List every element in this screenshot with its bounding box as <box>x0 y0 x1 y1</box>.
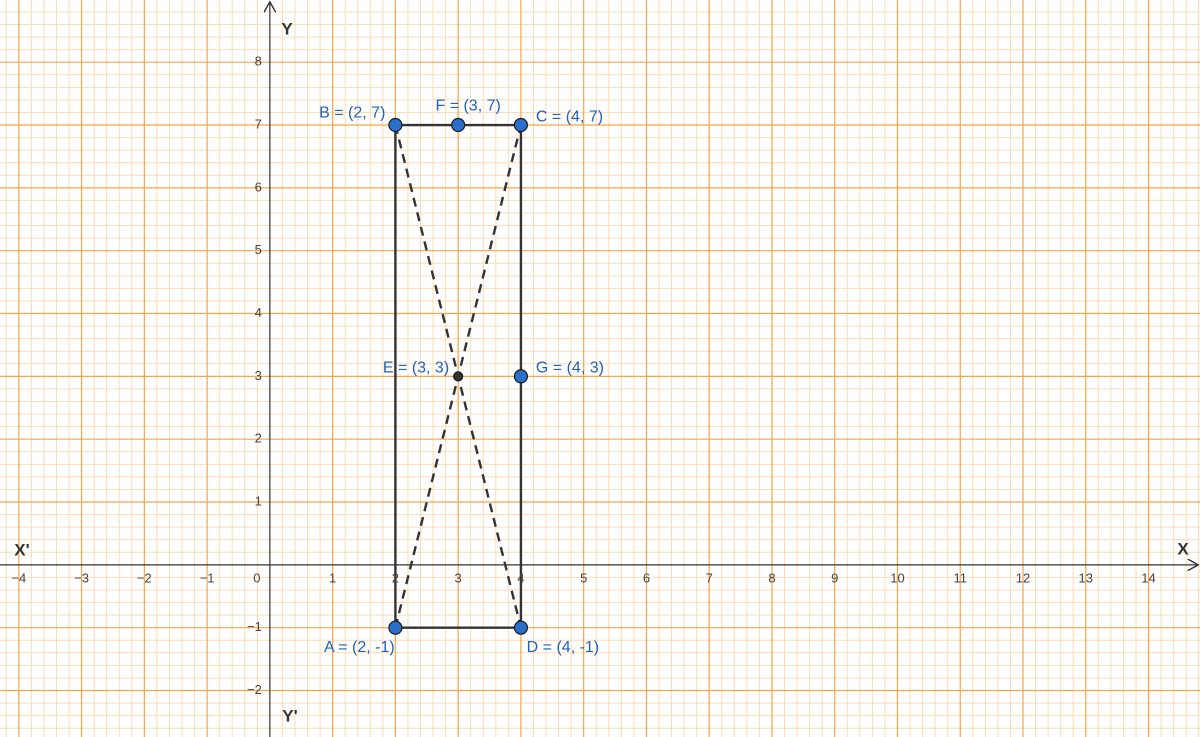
point <box>388 117 403 133</box>
y-tick-label: 6 <box>255 179 262 194</box>
y-axis-label-negative: Y' <box>282 706 297 725</box>
y-tick-label: 4 <box>255 305 262 320</box>
point <box>513 620 529 635</box>
y-tick-label: 8 <box>255 54 262 69</box>
point <box>513 369 529 384</box>
y-tick-label: −1 <box>247 619 262 634</box>
x-axis-label: X <box>1177 539 1189 558</box>
y-tick-label: 2 <box>255 431 262 446</box>
y-axis-label: Y <box>281 19 293 38</box>
y-tick-label: 3 <box>255 368 262 383</box>
x-tick-label: 4 <box>517 570 524 585</box>
x-tick-label: 12 <box>1016 570 1030 585</box>
y-tick-label: 1 <box>255 493 262 508</box>
x-tick-label: 5 <box>580 570 587 585</box>
x-tick-label: 1 <box>329 570 336 585</box>
x-tick-label: 11 <box>954 570 968 585</box>
point-label: B = (2, 7) <box>319 104 385 121</box>
x-tick-label: 7 <box>706 570 713 585</box>
x-tick-label: 14 <box>1141 570 1155 585</box>
point <box>453 371 464 382</box>
y-tick-label: 5 <box>255 242 262 257</box>
point-label: A = (2, -1) <box>324 639 395 656</box>
x-axis-label-negative: X' <box>14 540 29 559</box>
x-tick-label: 2 <box>392 570 399 585</box>
point-label: C = (4, 7) <box>536 108 603 125</box>
point <box>388 620 403 635</box>
y-tick-label: 7 <box>255 116 262 131</box>
x-tick-label: −3 <box>74 570 89 585</box>
x-tick-label: −4 <box>11 570 26 585</box>
point <box>513 117 529 133</box>
x-tick-label: 6 <box>643 570 650 585</box>
x-tick-label: 3 <box>455 570 462 585</box>
x-tick-label: 13 <box>1079 570 1093 585</box>
x-tick-label: −2 <box>137 570 152 585</box>
x-tick-label: 9 <box>831 570 838 585</box>
point-label: G = (4, 3) <box>536 360 604 377</box>
point <box>451 117 466 133</box>
x-tick-label: −1 <box>200 570 215 585</box>
x-tick-label: 0 <box>253 570 260 585</box>
figure: A = (2, -1) B = (2, 7) C = (4, 7) D = (4, -… <box>0 3 1197 737</box>
point-label: E = (3, 3) <box>383 360 449 377</box>
x-tick-label: 10 <box>890 570 904 585</box>
point-label: F = (3, 7) <box>435 97 500 114</box>
y-tick-label: −2 <box>247 682 262 697</box>
x-tick-label: 8 <box>768 570 775 585</box>
point-label: D = (4, -1) <box>527 639 599 656</box>
